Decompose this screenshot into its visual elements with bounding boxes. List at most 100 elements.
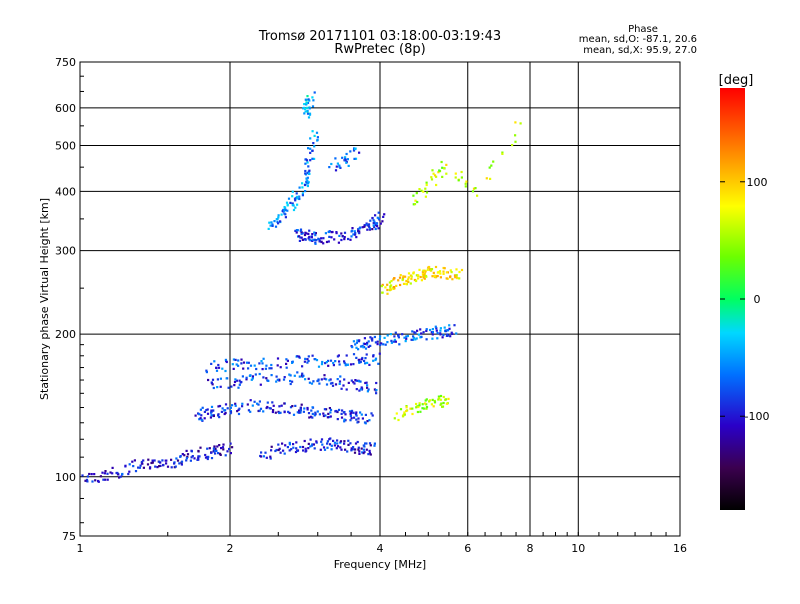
data-point xyxy=(218,404,222,408)
data-point xyxy=(222,443,225,446)
data-point xyxy=(345,152,348,156)
data-point xyxy=(389,285,392,288)
data-point xyxy=(501,151,504,154)
data-point xyxy=(295,441,298,444)
data-point xyxy=(412,203,415,206)
data-point xyxy=(425,183,428,187)
data-point xyxy=(264,367,267,370)
data-point xyxy=(280,404,283,407)
data-point xyxy=(458,277,461,280)
x-axis: 1 2 4 6 8 10 16 xyxy=(77,532,687,555)
data-point xyxy=(314,413,317,416)
y-tick-label: 75 xyxy=(62,530,76,543)
data-point xyxy=(355,356,358,359)
data-point xyxy=(288,449,291,452)
data-point xyxy=(302,374,305,377)
data-point xyxy=(217,366,221,369)
data-point xyxy=(305,159,309,162)
data-point xyxy=(305,177,308,180)
data-point xyxy=(315,440,318,443)
data-point xyxy=(270,449,273,452)
data-point xyxy=(355,411,358,414)
colorbar-tick-label: 0 xyxy=(754,293,761,306)
data-point xyxy=(309,445,312,448)
data-point xyxy=(193,457,196,460)
data-point xyxy=(339,446,342,449)
data-point xyxy=(397,334,400,337)
data-point xyxy=(237,412,241,416)
data-point xyxy=(381,283,384,286)
data-point xyxy=(298,235,301,238)
data-point xyxy=(316,379,319,383)
data-point xyxy=(282,449,285,452)
data-point xyxy=(299,236,302,239)
data-point xyxy=(102,478,105,481)
data-point xyxy=(258,372,261,376)
data-point xyxy=(330,236,333,239)
data-point xyxy=(315,239,318,242)
data-point xyxy=(141,462,144,465)
data-point xyxy=(307,359,310,363)
data-point xyxy=(403,336,406,339)
data-point xyxy=(306,184,309,188)
data-point xyxy=(392,278,395,281)
data-point xyxy=(346,450,349,453)
data-point xyxy=(436,274,439,278)
data-point xyxy=(337,241,340,244)
data-point xyxy=(278,405,281,408)
data-point xyxy=(438,397,441,400)
data-point xyxy=(283,206,286,209)
data-point xyxy=(376,343,379,346)
data-point xyxy=(425,329,428,332)
data-point xyxy=(363,337,366,340)
data-point xyxy=(307,447,310,450)
data-point xyxy=(237,386,240,389)
data-point xyxy=(325,383,329,386)
data-point xyxy=(237,364,240,367)
data-point xyxy=(279,451,282,454)
data-point xyxy=(301,182,304,185)
data-point xyxy=(292,204,295,207)
data-point xyxy=(357,228,360,231)
data-point xyxy=(307,377,310,380)
data-point xyxy=(272,409,275,412)
data-point xyxy=(197,456,200,460)
data-point xyxy=(361,356,364,360)
data-point xyxy=(327,359,330,362)
data-point xyxy=(437,271,440,274)
data-point xyxy=(147,458,150,461)
data-point xyxy=(318,413,321,416)
data-point xyxy=(320,438,324,441)
data-point xyxy=(203,410,206,413)
data-point xyxy=(304,110,307,113)
data-point xyxy=(357,348,360,351)
data-point xyxy=(405,409,408,413)
data-point xyxy=(390,280,393,283)
data-point xyxy=(445,402,448,405)
data-point xyxy=(374,341,377,344)
data-point xyxy=(303,103,306,106)
data-point xyxy=(367,223,371,226)
data-point xyxy=(363,359,366,362)
data-point xyxy=(170,466,173,469)
data-point xyxy=(279,220,282,223)
data-point xyxy=(153,459,156,462)
data-point xyxy=(356,440,359,444)
data-point xyxy=(429,328,432,332)
data-point xyxy=(435,329,438,332)
data-point xyxy=(434,265,438,269)
data-point xyxy=(364,413,367,416)
data-point xyxy=(347,164,350,167)
data-point xyxy=(210,409,213,412)
data-point xyxy=(222,448,225,451)
data-point xyxy=(442,333,445,337)
data-point xyxy=(296,371,299,374)
data-point xyxy=(198,455,201,458)
data-point xyxy=(253,400,256,403)
data-point xyxy=(360,413,363,416)
data-point xyxy=(349,419,352,422)
data-point xyxy=(441,166,444,169)
data-point xyxy=(465,180,468,183)
data-point xyxy=(443,326,446,329)
data-point xyxy=(419,328,422,331)
